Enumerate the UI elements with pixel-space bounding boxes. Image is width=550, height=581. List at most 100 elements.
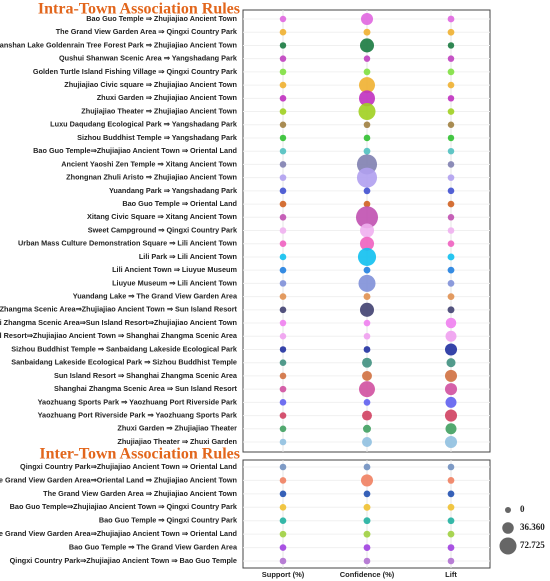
bubble xyxy=(279,359,287,366)
row-label: Yuandang Lake ⇒ The Grand View Garden Ar… xyxy=(73,292,238,301)
bubble xyxy=(445,330,457,342)
row-label: Qingxi Country Park⇒Zhujiajiao Ancient T… xyxy=(10,556,237,565)
bubble xyxy=(447,28,455,36)
panel-title: Inter-Town Association Rules xyxy=(39,446,240,463)
bubble xyxy=(447,477,455,484)
row-label: Zhongnan Zhuli Aristo ⇒ Zhujiajiao Ancie… xyxy=(66,173,237,182)
row-label: Xitang Civic Square ⇒ Xitang Ancient Tow… xyxy=(87,212,237,221)
bubble xyxy=(360,12,374,26)
bubble xyxy=(279,293,287,300)
legend-bubble xyxy=(499,537,517,555)
row-label: Urban Mass Culture Demonstration Square … xyxy=(18,239,237,248)
bubble xyxy=(363,55,371,62)
row-label: Sweet Campground ⇒ Qingxi Country Park xyxy=(88,225,238,234)
bubble xyxy=(447,240,455,248)
bubble xyxy=(279,503,287,511)
bubble xyxy=(279,28,287,36)
bubble xyxy=(444,383,458,396)
bubble xyxy=(363,530,371,538)
bubble xyxy=(279,134,287,142)
row-label: Sun Island Resort ⇒ Shanghai Zhangma Sce… xyxy=(54,371,238,380)
bubble xyxy=(362,437,372,447)
legend-label: 0 xyxy=(520,504,525,514)
bubble xyxy=(363,319,371,327)
bubble xyxy=(363,28,371,36)
bubble xyxy=(359,90,375,107)
bubble xyxy=(362,357,372,368)
bubble xyxy=(447,490,455,498)
row-label: Sanbaidang Lakeside Ecological Park ⇒ Si… xyxy=(11,358,237,367)
bubble xyxy=(279,544,287,551)
panel-title: Intra-Town Association Rules xyxy=(38,1,240,18)
bubble xyxy=(444,409,458,422)
row-label: Qushui Shanwan Scenic Area ⇒ Yangshadang… xyxy=(59,54,238,63)
bubble xyxy=(447,187,455,195)
bubble xyxy=(279,68,287,76)
bubble xyxy=(444,343,458,356)
bubble xyxy=(279,517,287,525)
column-label: Confidence (%) xyxy=(340,570,395,579)
bubble xyxy=(359,236,375,251)
column-label: Lift xyxy=(445,570,457,579)
bubble xyxy=(279,399,287,406)
bubble xyxy=(447,503,455,511)
bubble xyxy=(279,187,287,195)
bubble xyxy=(447,68,455,76)
bubble xyxy=(279,108,287,115)
bubble xyxy=(358,274,376,292)
row-label: Ancient Yaoshi Zen Temple ⇒ Xitang Ancie… xyxy=(61,159,237,168)
bubble xyxy=(447,266,455,274)
bubble xyxy=(447,253,455,261)
row-label: Yaozhuang Sports Park ⇒ Yaozhuang Port R… xyxy=(38,397,238,406)
row-label: Sun Island Resort⇒Zhujiajiao Ancient Tow… xyxy=(0,331,238,340)
bubble xyxy=(279,174,287,181)
bubble xyxy=(445,423,457,435)
row-label: Bao Guo Temple⇒Zhujiajiao Ancient Town ⇒… xyxy=(10,502,238,511)
row-label: Bao Guo Temple ⇒ Zhujiajiao Ancient Town xyxy=(86,14,237,23)
bubble xyxy=(363,557,371,565)
bubble xyxy=(279,333,287,340)
row-label: Shanghai Zhangma Scenic Area⇒Zhujiajiao … xyxy=(0,305,238,314)
bubble xyxy=(445,317,457,329)
bubble xyxy=(363,503,371,511)
bubble xyxy=(279,463,287,471)
bubble xyxy=(279,412,287,419)
bubble xyxy=(447,530,455,538)
bubble xyxy=(447,15,455,23)
row-label: Bao Guo Temple ⇒ Oriental Land xyxy=(122,199,237,208)
bubble xyxy=(363,490,371,498)
bubble xyxy=(363,121,371,129)
bubble xyxy=(447,214,455,221)
bubble xyxy=(279,81,287,89)
row-label: Yuandang Park ⇒ Yangshadang Park xyxy=(109,186,238,195)
bubble xyxy=(359,223,375,238)
bubble xyxy=(358,103,376,121)
bubble xyxy=(279,55,287,62)
bubble xyxy=(363,134,371,142)
bubble xyxy=(447,42,455,49)
bubble xyxy=(362,370,372,381)
bubble xyxy=(279,15,287,23)
bubble xyxy=(363,463,371,471)
bubble xyxy=(279,372,287,380)
bubble xyxy=(363,398,371,406)
bubble xyxy=(447,517,455,525)
row-label: Shanghai Zhangma Scenic Area ⇒ Sun Islan… xyxy=(54,384,238,393)
row-label: Zhujiajiao Theater ⇒ Zhuxi Garden xyxy=(117,437,237,446)
bubble xyxy=(447,121,455,128)
bubble xyxy=(279,346,287,353)
row-label: Lili Park ⇒ Lili Ancient Town xyxy=(139,252,237,261)
bubble xyxy=(363,187,371,195)
bubble xyxy=(279,438,287,446)
bubble xyxy=(279,200,287,208)
row-label: Dianshan Lake Goldenrain Tree Forest Par… xyxy=(0,40,237,49)
bubble xyxy=(279,227,287,234)
bubble xyxy=(279,42,287,49)
row-label: Yaozhuang Port Riverside Park ⇒ Yaozhuan… xyxy=(38,410,238,419)
bubble xyxy=(279,319,287,327)
bubble xyxy=(363,424,371,433)
bubble xyxy=(360,474,374,487)
bubble xyxy=(447,174,455,181)
bubble xyxy=(447,463,455,471)
